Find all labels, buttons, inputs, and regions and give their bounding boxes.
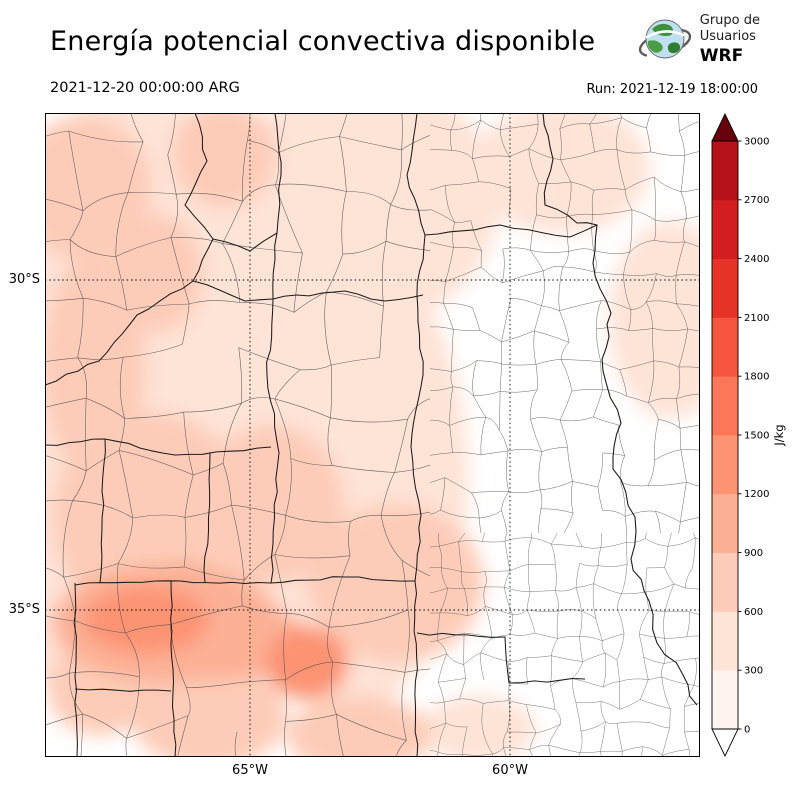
map-canvas <box>45 113 700 757</box>
figure-title: Energía potencial convectiva disponible <box>50 26 596 57</box>
parana-river-boundary <box>542 113 698 706</box>
cape-region-south-extension <box>130 662 287 757</box>
cape-region-santafe-south-mid <box>307 504 484 663</box>
cape-region-core-san-luis <box>83 586 209 653</box>
colorbar-tick-label: 2400 <box>744 254 769 265</box>
cape-region-bottom-center <box>286 695 432 757</box>
colorbar-tick-label: 2700 <box>744 195 769 206</box>
colorbar-over-arrow <box>711 113 739 142</box>
cape-region-northeast-patch <box>473 113 651 234</box>
colorbar-tick-label: 1200 <box>744 489 769 500</box>
logo-wrf: WRF <box>699 45 744 66</box>
logo-line2: Usuarios <box>699 29 756 45</box>
lon-tick-60w: 60°W <box>492 763 528 778</box>
wrf-users-logo: Grupo de Usuarios WRF <box>638 13 760 67</box>
colorbar-segments <box>712 141 738 730</box>
logo-line1: Grupo de <box>699 13 760 29</box>
lat-tick-35s: 35°S <box>8 602 40 617</box>
colorbar-tick-label: 2100 <box>744 313 769 324</box>
colorbar-tick-label: 600 <box>744 607 763 618</box>
cape-map <box>45 113 700 757</box>
colorbar: 0 300 600 900 1200 1500 1800 2100 2400 2700 3000 J/… <box>711 113 786 757</box>
department-boundaries <box>45 113 700 757</box>
colorbar-tick-label: 900 <box>744 548 763 559</box>
colorbar-tick-label: 0 <box>744 724 750 735</box>
lat-tick-30s: 30°S <box>8 272 40 287</box>
cape-region-core-la-pampa <box>265 626 349 700</box>
lon-tick-65w: 65°W <box>232 763 268 778</box>
cape-field <box>45 113 700 757</box>
globe-icon <box>638 19 691 59</box>
province-boundaries <box>45 113 698 757</box>
cape-region-northwest-highlands <box>45 115 152 261</box>
colorbar-tick-label: 3000 <box>744 136 769 147</box>
cape-region-bottom-right-faint <box>421 695 536 757</box>
colorbar-units-label: J/kg <box>772 424 786 446</box>
cape-region-north-center-patch <box>172 113 276 208</box>
run-time-label: Run: 2021-12-19 18:00:00 <box>586 82 758 97</box>
colorbar-tick-label: 300 <box>744 666 763 677</box>
colorbar-tick-label: 1800 <box>744 372 769 383</box>
logo-text: Grupo de Usuarios WRF <box>700 13 760 66</box>
colorbar-tick-label: 1500 <box>744 430 769 441</box>
valid-time-label: 2021-12-20 00:00:00 ARG <box>50 80 240 96</box>
graticule <box>45 113 700 757</box>
map-frame <box>45 113 700 757</box>
colorbar-under-arrow <box>711 728 739 757</box>
